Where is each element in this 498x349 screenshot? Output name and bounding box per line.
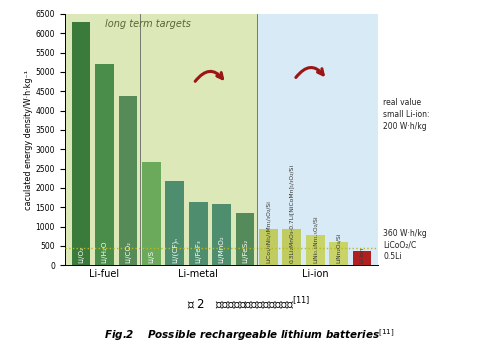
Text: 图 2   可充放电电池的可能发展体系$^{[11]}$: 图 2 可充放电电池的可能发展体系$^{[11]}$ [187,296,311,312]
Text: Fig.2    Possible rechargeable lithium batteries$^{[11]}$: Fig.2 Possible rechargeable lithium batt… [104,327,394,342]
Text: Li/CO₂: Li/CO₂ [125,241,131,263]
Bar [142,162,161,265]
Bar [259,229,278,265]
Text: LiCo₁/₃Ni₁/₃Mn₁/₃O₂/Si: LiCo₁/₃Ni₁/₃Mn₁/₃O₂/Si [266,200,271,263]
Text: Li/S: Li/S [148,250,154,263]
Bar [236,213,254,265]
Bar [72,22,91,265]
Text: LiNi₀.₅Nn₁.₅O₂/Si: LiNi₀.₅Nn₁.₅O₂/Si [313,216,318,263]
Bar [119,96,137,265]
Text: Li/O₂: Li/O₂ [78,246,84,263]
Text: 0.3Li₂MnO₃-0.7Li[NiCoMn]₁/₃O₂/Si: 0.3Li₂MnO₃-0.7Li[NiCoMn]₁/₃O₂/Si [289,164,294,263]
Text: LiNn₂O₄/Si: LiNn₂O₄/Si [336,233,341,263]
Text: Li/MnO₂: Li/MnO₂ [219,235,225,263]
Text: long term targets: long term targets [105,20,190,29]
Text: real value
small Li-ion:
200 W·h/kg: real value small Li-ion: 200 W·h/kg [383,98,430,131]
Bar [353,251,372,265]
Bar [189,202,208,265]
Text: Li/(CF)ₙ: Li/(CF)ₙ [171,237,178,263]
Y-axis label: caculated energy density/W·h·kg⁻¹: caculated energy density/W·h·kg⁻¹ [24,69,33,210]
Bar [329,242,348,265]
Text: Li/FeF₃: Li/FeF₃ [195,239,201,263]
Bar [65,14,257,265]
Text: Li/FeS₂: Li/FeS₂ [242,239,248,263]
Text: 360 W·h/kg
LiCoO₂/C
0.5Li: 360 W·h/kg LiCoO₂/C 0.5Li [383,229,427,261]
Bar [306,235,325,265]
Bar [212,204,231,265]
Bar [282,229,301,265]
Bar [257,14,378,265]
Text: Li/H₂O: Li/H₂O [102,240,108,263]
Text: Li-ion: Li-ion [360,247,365,263]
Bar [95,64,114,265]
Bar [165,181,184,265]
